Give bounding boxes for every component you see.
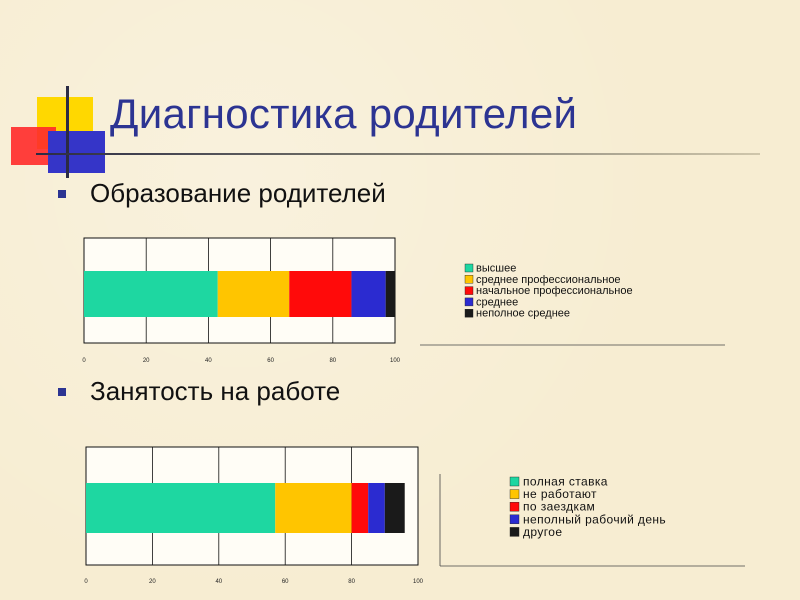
legend-label: неполный рабочий день xyxy=(523,512,666,526)
legend-swatch xyxy=(464,309,474,318)
legend-swatch xyxy=(509,489,520,499)
legend-label: другое xyxy=(523,525,562,539)
bullet-item-employment: Занятость на работе xyxy=(58,376,340,407)
legend-swatch xyxy=(509,476,520,487)
square-bullet-icon xyxy=(58,189,66,198)
legend-swatch xyxy=(464,263,474,273)
bar-segment xyxy=(351,483,369,533)
decor-vertical-line xyxy=(66,86,69,178)
x-tick-label: 0 xyxy=(82,358,86,364)
bar-segment xyxy=(84,271,218,317)
bar-segment xyxy=(368,483,385,533)
legend-swatch xyxy=(509,527,520,537)
x-tick-label: 80 xyxy=(329,358,336,364)
legend-label: полная ставка xyxy=(523,475,608,489)
x-tick-label: 0 xyxy=(84,579,88,585)
legend-swatch xyxy=(509,514,520,524)
legend-label: среднее профессиональное xyxy=(476,274,621,286)
x-tick-label: 40 xyxy=(215,579,222,585)
legend-label: начальное профессиональное xyxy=(476,285,633,297)
legend-label: по заездкам xyxy=(523,500,595,514)
bullet-text: Образование родителей xyxy=(90,178,386,208)
x-tick-label: 100 xyxy=(390,358,401,364)
x-tick-label: 80 xyxy=(348,579,355,585)
title-underline xyxy=(36,153,760,155)
x-tick-label: 20 xyxy=(143,358,150,364)
bullet-item-education: Образование родителей xyxy=(58,178,386,209)
legend-swatch xyxy=(509,502,520,512)
x-tick-label: 100 xyxy=(413,579,424,585)
bar-segment xyxy=(217,271,290,317)
legend-label: неполное среднее xyxy=(476,308,570,320)
x-tick-label: 40 xyxy=(205,358,212,364)
bullet-text: Занятость на работе xyxy=(90,376,341,406)
square-bullet-icon xyxy=(58,387,66,396)
legend-swatch xyxy=(464,286,474,295)
legend-label: не работают xyxy=(523,487,597,501)
legend-label: высшее xyxy=(476,263,516,275)
bar-segment xyxy=(275,483,352,533)
bar-segment xyxy=(351,271,386,317)
bar-segment xyxy=(385,271,395,317)
slide-title: Диагностика родителей xyxy=(110,90,578,137)
x-tick-label: 20 xyxy=(149,579,156,585)
legend-swatch xyxy=(464,297,474,307)
bar-segment xyxy=(86,483,276,533)
legend-swatch xyxy=(464,275,474,284)
legend-label: среднее xyxy=(476,296,518,308)
bar-segment xyxy=(384,483,405,533)
bar-segment xyxy=(289,271,352,317)
decor-blue-square xyxy=(48,131,105,173)
x-tick-label: 60 xyxy=(267,358,274,364)
x-tick-label: 60 xyxy=(282,579,289,585)
